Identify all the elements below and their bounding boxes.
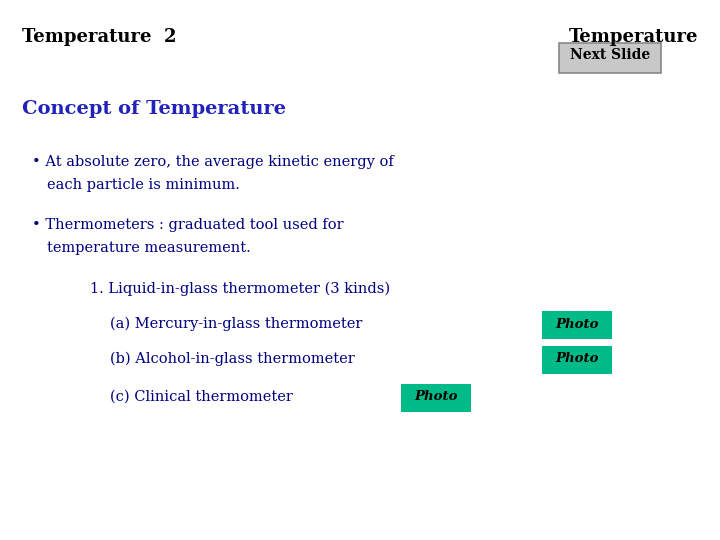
Text: Temperature  2: Temperature 2 — [22, 28, 176, 46]
Text: (c) Clinical thermometer: (c) Clinical thermometer — [110, 390, 293, 404]
Text: 1. Liquid-in-glass thermometer (3 kinds): 1. Liquid-in-glass thermometer (3 kinds) — [90, 282, 390, 296]
Text: Concept of Temperature: Concept of Temperature — [22, 100, 286, 118]
FancyBboxPatch shape — [401, 384, 471, 412]
FancyBboxPatch shape — [542, 346, 612, 374]
Text: Photo: Photo — [555, 318, 599, 330]
Text: (b) Alcohol-in-glass thermometer: (b) Alcohol-in-glass thermometer — [110, 352, 355, 367]
Text: Temperature: Temperature — [569, 28, 698, 46]
FancyBboxPatch shape — [559, 43, 661, 73]
Text: • At absolute zero, the average kinetic energy of: • At absolute zero, the average kinetic … — [32, 155, 394, 169]
Text: Next Slide: Next Slide — [570, 48, 650, 62]
Text: temperature measurement.: temperature measurement. — [47, 241, 251, 255]
FancyBboxPatch shape — [542, 311, 612, 339]
Text: Photo: Photo — [555, 353, 599, 366]
Text: each particle is minimum.: each particle is minimum. — [47, 178, 240, 192]
Text: • Thermometers : graduated tool used for: • Thermometers : graduated tool used for — [32, 218, 343, 232]
Text: Photo: Photo — [414, 390, 458, 403]
Text: (a) Mercury-in-glass thermometer: (a) Mercury-in-glass thermometer — [110, 317, 362, 332]
